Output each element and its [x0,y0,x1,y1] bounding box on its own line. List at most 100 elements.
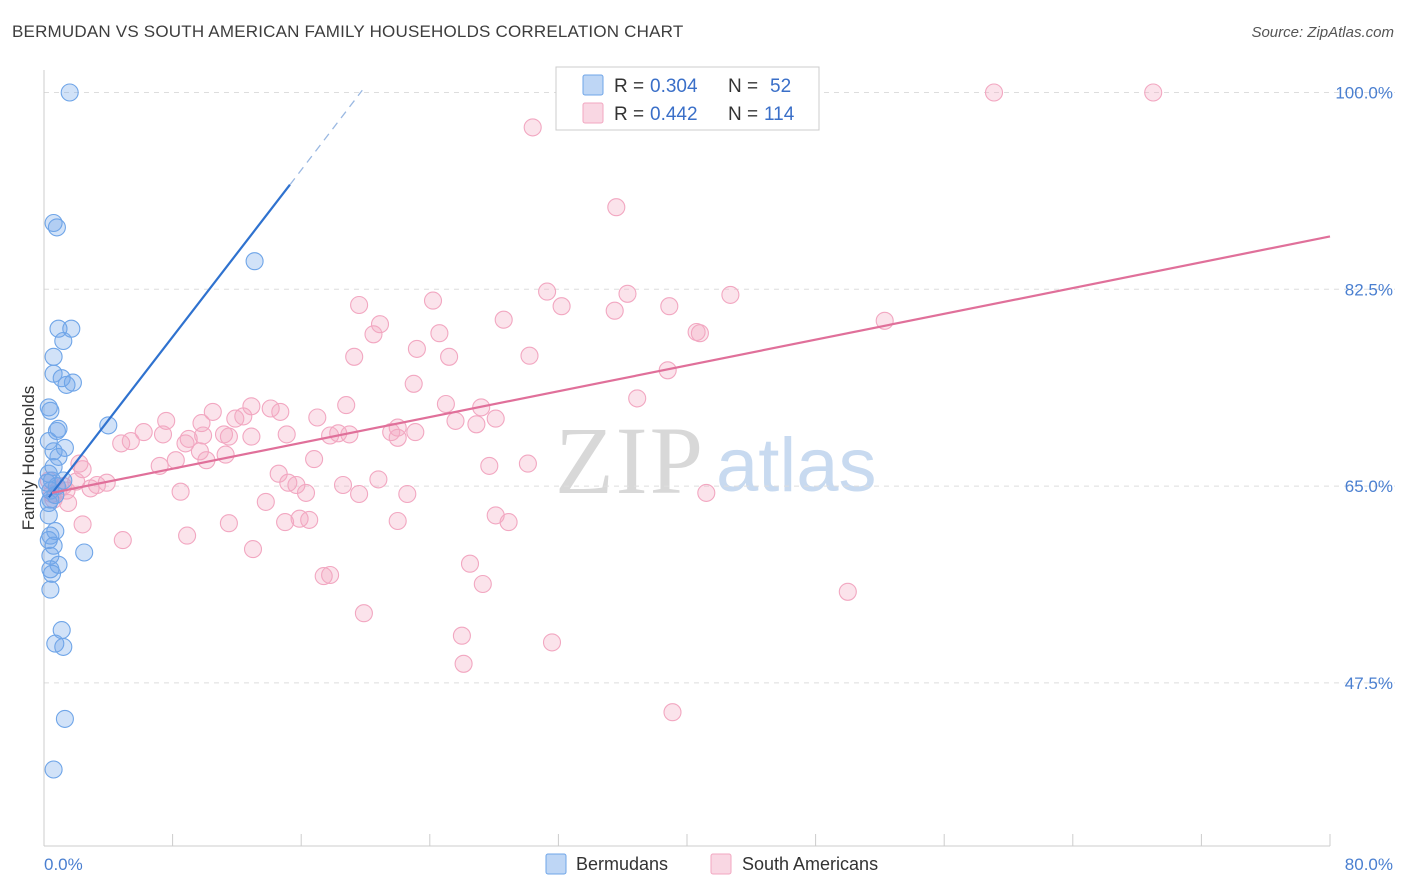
legend-n-value-south-americans: 114 [764,104,795,125]
data-point [171,482,190,501]
data-point [350,295,369,315]
data-point [607,198,626,217]
data-point [54,331,73,351]
bottom-legend-swatch-south-americans [710,853,732,875]
data-point [54,637,73,656]
y-tick-labels: 100.0% 82.5% 65.0% 47.5% [1335,83,1393,692]
data-point [226,409,245,428]
legend-swatch-bermudans [582,74,604,96]
data-point [538,282,557,301]
data-point [369,470,388,489]
data-point [277,425,296,444]
data-point [542,633,562,652]
data-point [256,492,275,511]
legend-r-value-bermudans: 0.304 [650,76,698,97]
data-point [39,506,58,525]
data-point [203,402,222,421]
stats-legend: R = 0.304 N = 52 R = 0.442 N = 114 [555,66,820,131]
data-point [42,564,62,583]
legend-r-label-bermudans: R = [614,76,644,97]
data-point [44,536,63,555]
bottom-legend-label-south-americans: South Americans [742,854,878,874]
trend-line-south-americans [51,235,1331,494]
y-tick-label: 100.0% [1335,83,1393,102]
data-point [523,118,542,137]
bottom-legend-swatch-bermudans [545,853,567,875]
bottom-legend-label-bermudans: Bermudans [576,854,668,874]
y-tick-label: 82.5% [1345,280,1393,299]
data-point [242,427,261,446]
series-bermudans [38,83,264,779]
data-point [157,411,176,430]
data-point [300,510,319,529]
data-point [350,484,369,504]
data-point [55,709,74,728]
data-point [305,450,324,469]
trend-line-bermudans-extension [289,89,363,186]
data-point [216,445,235,464]
data-point [407,339,426,358]
data-point [552,297,571,316]
data-point [55,438,74,457]
series-legend: Bermudans South Americans [545,853,878,875]
data-point [261,399,280,418]
data-point [99,416,118,435]
data-point [308,408,327,427]
data-point [454,654,473,673]
data-point [269,464,288,483]
data-point [364,325,383,344]
legend-swatch-south-americans [582,102,604,124]
data-point [446,411,465,430]
data-point [333,475,353,495]
data-point [697,483,716,502]
x-ticks [43,834,1331,846]
data-point [404,374,423,393]
data-point [314,567,333,586]
data-point [39,531,58,550]
data-point [245,252,264,271]
data-point [49,447,68,466]
series-south-americans [39,83,1163,722]
legend-n-value-bermudans: 52 [770,76,791,97]
data-point [44,760,63,779]
data-point [605,301,624,320]
legend-r-label-south-americans: R = [614,104,644,125]
gridlines [44,91,1395,684]
data-point [271,402,290,421]
data-point [178,526,197,545]
data-point [480,456,499,475]
data-point [520,346,539,365]
data-point [984,83,1004,102]
data-point [345,347,364,366]
data-point [296,483,316,502]
data-point [1144,83,1163,102]
data-point [467,415,486,434]
y-tick-label: 47.5% [1345,674,1393,693]
data-point [440,347,459,366]
data-point [486,409,505,428]
data-point [388,511,407,531]
data-point [452,626,471,645]
data-point [370,315,390,334]
x-tick-label-left: 0.0% [44,855,83,874]
data-point [663,703,682,722]
data-point [134,423,153,442]
data-point [460,554,480,573]
data-point [660,297,679,316]
data-point [219,514,238,533]
data-point [39,493,58,513]
data-point [430,324,449,343]
y-axis-label: Family Households [19,386,38,531]
data-point [628,389,647,408]
data-point [423,291,443,310]
data-point [73,515,92,534]
data-point [44,347,63,366]
data-point [721,285,740,304]
data-point [354,604,373,623]
trend-lines [47,89,1331,499]
data-point [57,375,76,394]
data-point [113,531,132,550]
data-point [41,580,60,599]
data-point [518,454,537,473]
